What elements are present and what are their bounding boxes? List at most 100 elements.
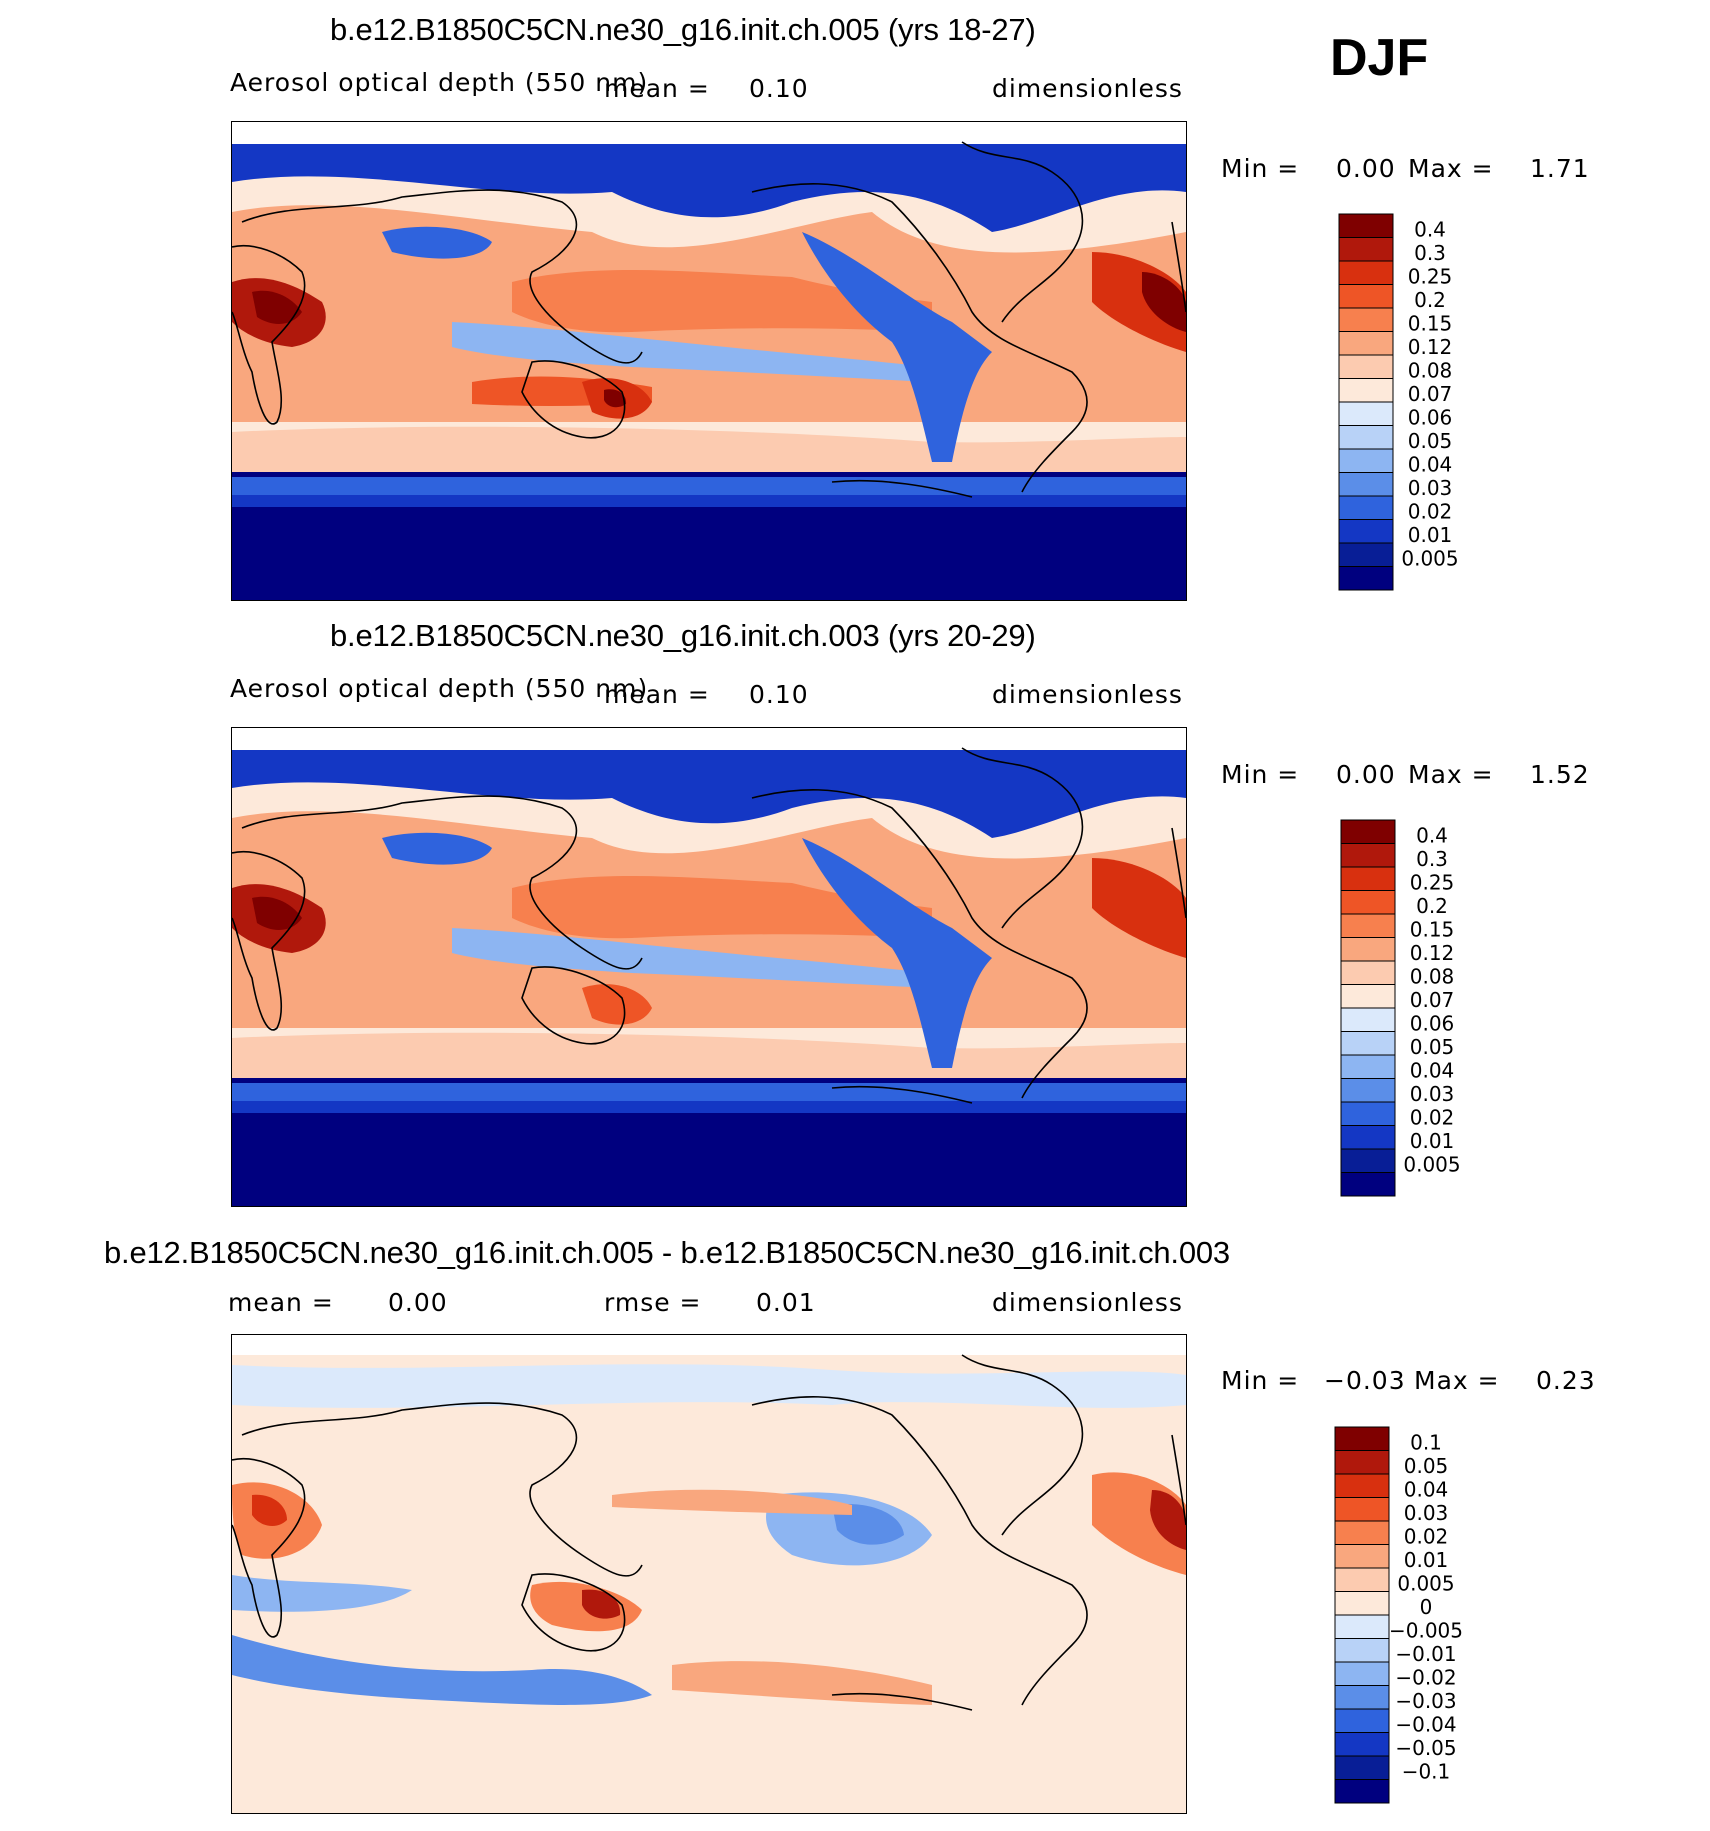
colorbar-swatch <box>1334 1450 1390 1475</box>
colorbar-swatch <box>1338 542 1394 567</box>
max-value: 1.52 <box>1530 760 1590 789</box>
colorbar-tick-label: 0.1 <box>1410 1431 1442 1455</box>
colorbar-tick-label: 0.005 <box>1401 547 1458 571</box>
colorbar-swatch <box>1340 960 1396 985</box>
max-value: 1.71 <box>1530 154 1590 183</box>
colorbar-swatch <box>1334 1661 1390 1686</box>
colorbar-swatch <box>1340 1148 1396 1173</box>
map-plot <box>231 1334 1187 1814</box>
colorbar-swatch <box>1338 448 1394 473</box>
colorbar-tick-label: 0.005 <box>1403 1153 1460 1177</box>
colorbar-tick-label: 0.15 <box>1408 312 1453 336</box>
colorbar-swatch <box>1340 1172 1396 1197</box>
colorbar-tick-label: 0.03 <box>1410 1082 1455 1106</box>
colorbar: 0.4 0.3 0.25 0.2 0.15 0.12 0.08 0.07 0.06 0.05 0.0… <box>1340 819 1500 1199</box>
colorbar-tick-label: 0.15 <box>1410 918 1455 942</box>
max-value: 0.23 <box>1536 1366 1596 1395</box>
panel-title: b.e12.B1850C5CN.ne30_g16.init.ch.005 - b… <box>104 1235 1230 1270</box>
colorbar-tick-label: 0 <box>1420 1595 1433 1619</box>
mean-value: 0.10 <box>749 74 809 103</box>
colorbar-tick-label: 0.005 <box>1397 1572 1454 1596</box>
colorbar-tick-label: 0.25 <box>1408 265 1453 289</box>
colorbar-swatch <box>1334 1614 1390 1639</box>
colorbar-swatch <box>1334 1685 1390 1710</box>
colorbar-tick-label: 0.05 <box>1404 1454 1449 1478</box>
variable-label: Aerosol optical depth (550 nm) <box>230 674 649 703</box>
colorbar-swatch <box>1340 1101 1396 1126</box>
colorbar-tick-label: −0.01 <box>1395 1642 1456 1666</box>
colorbar-tick-label: 0.08 <box>1410 965 1455 989</box>
colorbar-swatch <box>1334 1544 1390 1569</box>
colorbar-swatch <box>1334 1732 1390 1757</box>
colorbar-tick-label: −0.005 <box>1389 1619 1463 1643</box>
colorbar-swatch <box>1338 519 1394 544</box>
rmse-label: rmse = <box>604 1288 702 1317</box>
colorbar-swatch <box>1338 331 1394 356</box>
colorbar-svg: 0.10.050.040.030.020.010.0050−0.005−0.01… <box>1334 1426 1463 1804</box>
colorbar-swatch <box>1338 401 1394 426</box>
colorbar-tick-label: 0.04 <box>1404 1478 1449 1502</box>
min-label: Min = <box>1221 760 1300 789</box>
colorbar-swatch <box>1338 260 1394 285</box>
colorbar-swatch <box>1338 237 1394 262</box>
colorbar-swatch <box>1340 1078 1396 1103</box>
colorbar-swatch <box>1338 566 1394 591</box>
colorbar-swatch <box>1334 1591 1390 1616</box>
aod-map <box>232 122 1186 600</box>
colorbar-tick-label: 0.12 <box>1410 941 1455 965</box>
colorbar-svg: 0.40.30.250.20.150.120.080.070.060.050.0… <box>1338 213 1459 591</box>
colorbar-swatch <box>1334 1497 1390 1522</box>
colorbar-tick-label: 0.01 <box>1404 1548 1449 1572</box>
season-label: DJF <box>1330 29 1429 87</box>
colorbar-tick-label: 0.07 <box>1410 988 1455 1012</box>
colorbar-tick-label: 0.05 <box>1410 1035 1455 1059</box>
mean-label: mean = <box>228 1288 334 1317</box>
min-value: 0.00 <box>1336 154 1396 183</box>
colorbar-tick-label: 0.06 <box>1408 406 1453 430</box>
colorbar-tick-label: 0.04 <box>1410 1059 1455 1083</box>
colorbar-swatch <box>1340 819 1396 844</box>
colorbar-swatch <box>1334 1779 1390 1804</box>
colorbar-swatch <box>1334 1520 1390 1545</box>
min-label: Min = <box>1221 154 1300 183</box>
colorbar-swatch <box>1334 1426 1390 1451</box>
panel-title: b.e12.B1850C5CN.ne30_g16.init.ch.003 (yr… <box>330 618 1036 653</box>
colorbar-tick-label: 0.3 <box>1414 241 1446 265</box>
mean-label: mean = <box>604 74 710 103</box>
aod-map <box>232 728 1186 1206</box>
colorbar-swatch <box>1338 354 1394 379</box>
colorbar-tick-label: −0.03 <box>1395 1689 1456 1713</box>
variable-label: Aerosol optical depth (550 nm) <box>230 68 649 97</box>
colorbar-swatch <box>1340 890 1396 915</box>
min-value: −0.03 <box>1324 1366 1406 1395</box>
colorbar-tick-label: 0.01 <box>1410 1129 1455 1153</box>
colorbar: 0.4 0.3 0.25 0.2 0.15 0.12 0.08 0.07 0.06 0.05 0.0… <box>1338 213 1498 593</box>
colorbar-swatch <box>1340 984 1396 1009</box>
colorbar-swatch <box>1334 1708 1390 1733</box>
colorbar-tick-label: 0.01 <box>1408 523 1453 547</box>
colorbar-tick-label: 0.25 <box>1410 871 1455 895</box>
colorbar-tick-label: 0.2 <box>1416 894 1448 918</box>
colorbar-tick-label: 0.03 <box>1408 476 1453 500</box>
colorbar-swatch <box>1338 472 1394 497</box>
colorbar-swatch <box>1340 866 1396 891</box>
colorbar-tick-label: 0.07 <box>1408 382 1453 406</box>
colorbar-swatch <box>1338 307 1394 332</box>
colorbar-swatch <box>1340 1054 1396 1079</box>
units-label: dimensionless <box>992 74 1183 103</box>
colorbar-tick-label: 0.05 <box>1408 429 1453 453</box>
colorbar-tick-label: −0.1 <box>1402 1760 1451 1784</box>
map-plot <box>231 121 1187 601</box>
colorbar-tick-label: 0.12 <box>1408 335 1453 359</box>
colorbar-svg: 0.40.30.250.20.150.120.080.070.060.050.0… <box>1340 819 1461 1197</box>
colorbar-tick-label: 0.02 <box>1404 1525 1449 1549</box>
max-label: Max = <box>1414 1366 1500 1395</box>
max-label: Max = <box>1408 760 1494 789</box>
colorbar-tick-label: −0.02 <box>1395 1666 1456 1690</box>
colorbar-tick-label: 0.08 <box>1408 359 1453 383</box>
mean-label: mean = <box>604 680 710 709</box>
colorbar-swatch <box>1338 284 1394 309</box>
colorbar-tick-label: 0.3 <box>1416 847 1448 871</box>
colorbar-swatch <box>1334 1755 1390 1780</box>
colorbar-tick-label: −0.05 <box>1395 1736 1456 1760</box>
